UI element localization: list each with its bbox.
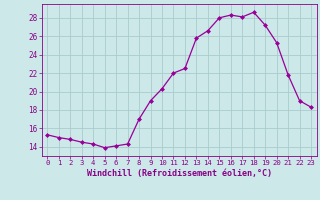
- X-axis label: Windchill (Refroidissement éolien,°C): Windchill (Refroidissement éolien,°C): [87, 169, 272, 178]
